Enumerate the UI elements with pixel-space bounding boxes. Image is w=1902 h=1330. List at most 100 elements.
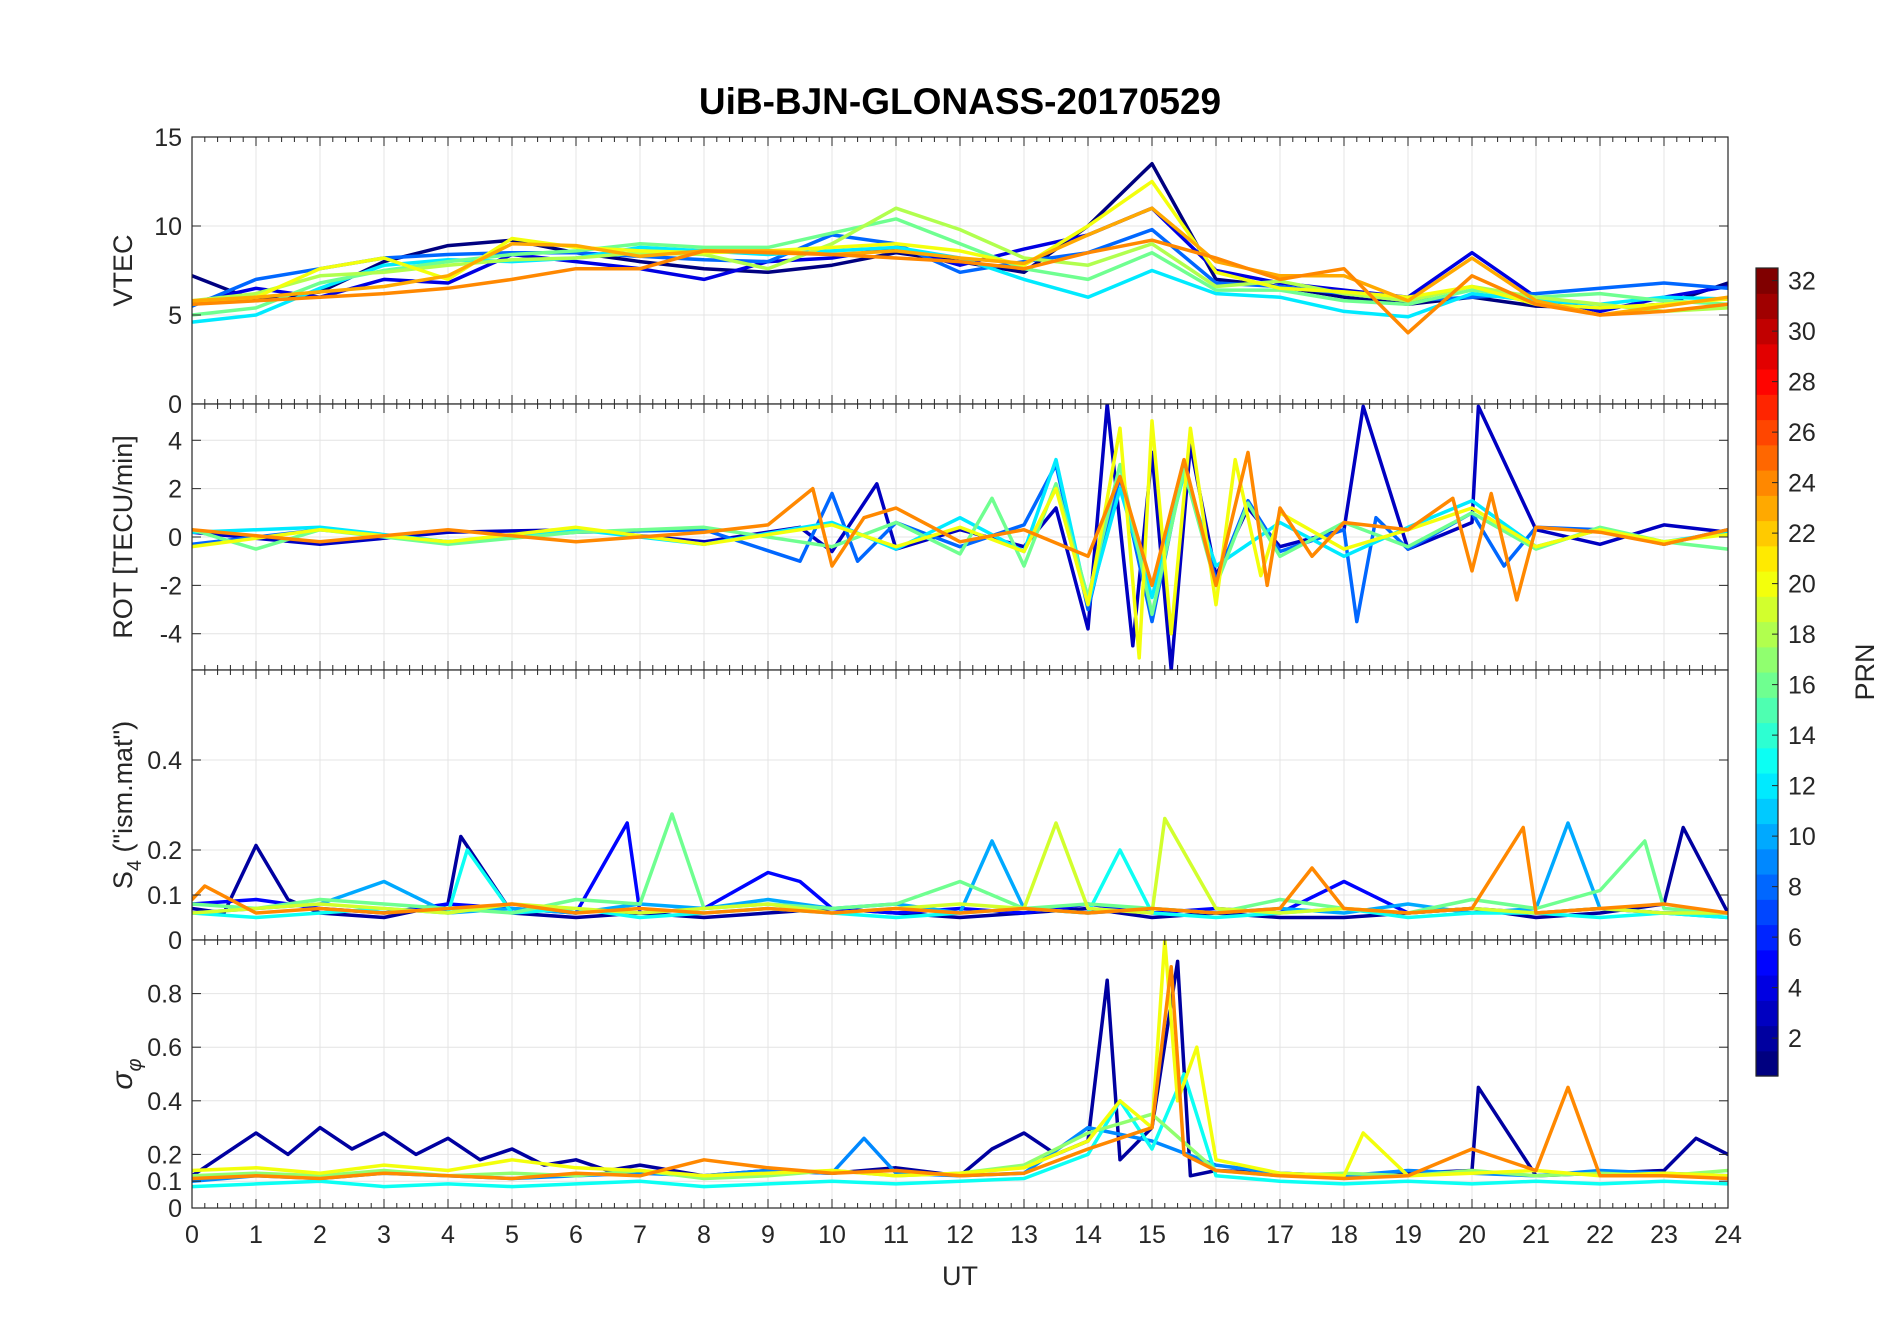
y-axis-label-rest: ("ism.mat") — [108, 721, 138, 860]
chart-title: UiB-BJN-GLONASS-20170529 — [699, 81, 1221, 122]
x-tick-label: 7 — [633, 1221, 647, 1249]
colorbar-tick-label: 4 — [1788, 975, 1802, 1003]
series-prn-20 — [192, 419, 1728, 660]
y-axis-label-sub: 4 — [124, 860, 146, 871]
colorbar-tick-label: 32 — [1788, 268, 1816, 296]
series-prn-24 — [192, 238, 1728, 335]
x-tick-label: 2 — [313, 1221, 327, 1249]
y-tick-label: 0.2 — [147, 837, 182, 865]
y-axis-label-main: S — [108, 871, 138, 889]
colorbar-tick-label: 22 — [1788, 520, 1816, 548]
x-tick-label: 12 — [946, 1221, 974, 1249]
panel-2: -4 -2 0 2 4 ROT [TECU/min] — [108, 403, 1729, 671]
colorbar-segment — [1756, 949, 1778, 976]
panel-series — [192, 161, 1728, 335]
y-tick-label: 0.4 — [147, 1088, 182, 1116]
colorbar-segment — [1756, 369, 1778, 395]
y-tick-label: -2 — [160, 572, 182, 600]
series-prn-24 — [192, 450, 1728, 602]
y-tick-label: 4 — [168, 427, 182, 455]
colorbar-segment — [1756, 545, 1778, 572]
y-tick-label: 0.4 — [147, 747, 182, 775]
x-tick-label: 19 — [1394, 1221, 1422, 1249]
colorbar-frame — [1755, 267, 1779, 1077]
x-tick-label: 18 — [1330, 1221, 1358, 1249]
y-axis-label: S4 ("ism.mat") — [108, 721, 146, 889]
colorbar-segment — [1756, 1050, 1778, 1077]
colorbar-segment — [1756, 318, 1778, 345]
x-axis-label: UT — [942, 1261, 978, 1291]
x-tick-label: 8 — [697, 1221, 711, 1249]
series-prn-23 — [192, 206, 1728, 317]
colorbar-segment — [1756, 848, 1778, 875]
colorbar-segment — [1756, 798, 1778, 825]
colorbar-tick-label: 30 — [1788, 318, 1816, 346]
x-tick-label: 15 — [1138, 1221, 1166, 1249]
colorbar-tick-label: 28 — [1788, 369, 1816, 397]
panel-series — [192, 812, 1728, 920]
colorbar-segment — [1756, 596, 1778, 623]
y-axis-label: VTEC — [108, 234, 138, 306]
x-tick-label: 14 — [1074, 1221, 1102, 1249]
y-tick-label: 0.6 — [147, 1034, 182, 1062]
y-tick-label: 0 — [168, 927, 182, 955]
series-prn-4 — [192, 206, 1728, 314]
colorbar-tick-label: 6 — [1788, 924, 1802, 952]
colorbar-segment — [1756, 394, 1778, 421]
y-axis-label: ROT [TECU/min] — [108, 435, 138, 639]
x-tick-label: 23 — [1650, 1221, 1678, 1249]
x-tick-label: 3 — [377, 1221, 391, 1249]
colorbar-segment — [1756, 343, 1778, 370]
y-tick-label: 0.2 — [147, 1141, 182, 1169]
colorbar-segment — [1756, 419, 1778, 446]
x-tick-label: 9 — [761, 1221, 775, 1249]
y-axis-label-main: σ — [106, 1070, 139, 1090]
series-prn-16 — [192, 217, 1728, 317]
x-tick-label: 6 — [569, 1221, 583, 1249]
colorbar-segment — [1756, 444, 1778, 471]
series-prn-24 — [192, 825, 1728, 915]
colorbar-tick-label: 20 — [1788, 571, 1816, 599]
colorbar-segment — [1756, 621, 1778, 648]
x-tick-label: 17 — [1266, 1221, 1294, 1249]
colorbar-segment — [1756, 874, 1778, 900]
series-prn-20 — [192, 940, 1728, 1178]
colorbar-tick-label: 10 — [1788, 823, 1816, 851]
colorbar-segment — [1756, 924, 1778, 951]
y-tick-label: 0 — [168, 391, 182, 419]
x-tick-label: 16 — [1202, 1221, 1230, 1249]
colorbar-segment — [1756, 495, 1778, 522]
colorbar-tick-label: 12 — [1788, 773, 1816, 801]
y-tick-label: 2 — [168, 476, 182, 504]
panel-3: 00.10.20.4S4 ("ism.mat") — [108, 669, 1729, 955]
y-tick-label: 0 — [168, 524, 182, 552]
panel-4: 00.10.2 0.4 0.6 0.8 σφ — [106, 939, 1729, 1223]
y-tick-label: 0.1 — [147, 882, 182, 910]
series-prn-20 — [192, 179, 1728, 310]
x-tick-label: 21 — [1522, 1221, 1550, 1249]
colorbar-segment — [1756, 899, 1778, 926]
colorbar-tick-label: 14 — [1788, 722, 1816, 750]
x-axis: 0 1 2 3 4 5 6 7 8 9 10 11 12 13 14 15 16 17 18 19 20 21 22 23 24 — [185, 1221, 1742, 1249]
colorbar-tick-label: 18 — [1788, 621, 1816, 649]
series-prn-13 — [192, 1072, 1728, 1189]
x-tick-label: 4 — [441, 1221, 455, 1249]
series-prn-8 — [192, 227, 1728, 308]
panel-series — [192, 404, 1728, 670]
colorbar-segment — [1756, 672, 1778, 698]
panel-series — [192, 940, 1728, 1189]
colorbar-tick-label: 26 — [1788, 419, 1816, 447]
colorbar-tick-label: 16 — [1788, 672, 1816, 700]
x-tick-label: 20 — [1458, 1221, 1486, 1249]
colorbar-segment — [1756, 975, 1778, 1001]
x-tick-label: 10 — [818, 1221, 846, 1249]
colorbar-segment — [1756, 722, 1778, 749]
y-tick-label: 0.8 — [147, 981, 182, 1009]
series-prn-24 — [192, 965, 1728, 1181]
colorbar-segment — [1756, 520, 1778, 547]
x-tick-label: 5 — [505, 1221, 519, 1249]
colorbar-segment — [1756, 470, 1778, 496]
